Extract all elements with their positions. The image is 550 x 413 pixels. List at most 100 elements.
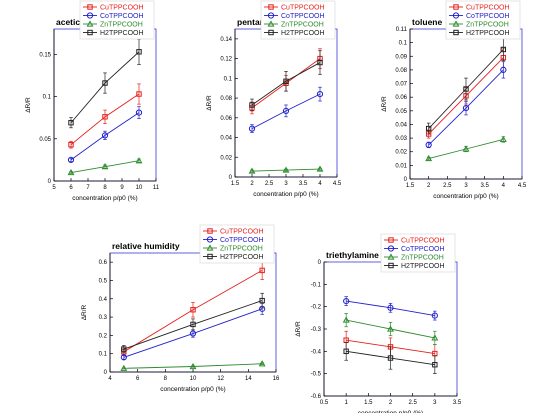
data-point: [248, 167, 256, 174]
data-point: [387, 355, 394, 361]
legend-marker: [453, 29, 459, 36]
x-tick-label: 9: [120, 185, 124, 191]
y-tick-label: 0.04: [220, 136, 232, 142]
x-tick-label: 12: [217, 376, 224, 382]
data-point: [248, 125, 256, 132]
x-tick-label: 2: [250, 181, 254, 187]
y-tick-label: 0.6: [99, 260, 108, 266]
legend-marker: [86, 20, 94, 27]
series-CoTPPCOOH: [343, 296, 438, 321]
x-tick-label: 4: [108, 376, 112, 382]
legend-marker: [452, 12, 460, 19]
legend-label: CoTPPCOOH: [466, 13, 510, 20]
x-tick-label: 6: [136, 376, 140, 382]
legend-marker: [268, 29, 274, 36]
data-point: [102, 80, 108, 86]
legend-label: ZnTPPCOOH: [281, 22, 324, 29]
legend-marker: [453, 4, 459, 10]
data-point: [68, 141, 74, 148]
data-point: [101, 132, 109, 139]
y-tick-label: -0.6: [311, 394, 322, 400]
legend-label: CuTPPCOOH: [220, 229, 264, 236]
y-tick-label: -0.2: [311, 305, 322, 311]
data-point: [102, 114, 108, 120]
series-ZnTPPCOOH: [425, 135, 507, 162]
chart-panel-0: acetic acid 5 6 7 8 9 10 11 0 0.05 0.1 0.15 concentr…: [25, 0, 160, 202]
y-axis-label: ΔR/R: [381, 96, 388, 112]
data-point: [283, 78, 289, 84]
x-axis-label: concentration p/p0 (%): [160, 386, 225, 393]
data-point: [317, 59, 323, 66]
legend-label: ZnTPPCOOH: [401, 255, 444, 262]
x-tick-label: 3: [284, 181, 288, 187]
data-point: [120, 364, 128, 371]
data-point: [258, 360, 266, 367]
series-ZnTPPCOOH: [120, 360, 266, 371]
data-point: [425, 154, 433, 162]
y-tick-label: 0: [48, 179, 52, 185]
data-point: [425, 125, 432, 132]
y-tick-label: 0.02: [220, 155, 232, 161]
chart-title: toluene: [412, 17, 442, 27]
legend-label: H2TPPCOOH: [220, 254, 264, 261]
series-CoTPPCOOH: [425, 61, 507, 149]
y-tick-label: 0.05: [39, 137, 51, 143]
data-point: [500, 46, 507, 53]
chart-title: pentanol: [237, 17, 272, 27]
y-axis-label: ΔR/R: [295, 321, 302, 337]
legend-label: H2TPPCOOH: [100, 30, 144, 37]
x-axis-label: concentration p/p0 (%): [433, 193, 498, 200]
y-tick-label: 0.07: [395, 82, 407, 88]
y-tick-label: 0.08: [395, 68, 407, 74]
y-tick-label: -0.3: [311, 327, 322, 333]
legend-label: H2TPPCOOH: [281, 30, 325, 37]
series-CoTPPCOOH: [67, 106, 143, 163]
legend-marker: [206, 236, 214, 243]
legend-marker: [267, 12, 275, 19]
y-axis-label: ΔR/R: [25, 97, 32, 113]
legend-marker: [206, 244, 214, 251]
legend-label: ZnTPPCOOH: [220, 246, 263, 253]
y-tick-label: 0: [229, 175, 233, 181]
y-tick-label: 0.1: [99, 352, 108, 358]
x-tick-label: 3: [464, 183, 468, 189]
chart-title: relative humidity: [112, 241, 180, 251]
data-point: [189, 330, 197, 337]
y-axis-label: ΔR/R: [81, 304, 88, 320]
data-point: [462, 145, 470, 152]
chart-title: triethylamine: [326, 250, 379, 260]
y-tick-label: 0.1: [224, 76, 233, 82]
legend-label: CoTPPCOOH: [100, 13, 144, 20]
data-point: [387, 325, 394, 332]
y-tick-label: 0.14: [220, 37, 232, 43]
series-CoTPPCOOH: [248, 86, 324, 133]
x-tick-label: 5: [52, 185, 56, 191]
data-point: [120, 354, 127, 361]
x-tick-label: 2: [427, 183, 431, 189]
x-tick-label: 8: [103, 185, 107, 191]
legend-marker: [86, 12, 94, 19]
x-axis-label: concentration p/p0 (%): [358, 410, 423, 413]
legend-label: CoTPPCOOH: [220, 237, 264, 244]
y-tick-label: 0: [318, 260, 322, 266]
data-point: [432, 362, 438, 368]
y-tick-label: 0.03: [395, 136, 407, 142]
chart-panel-1: pentanol 1.5 2 2.5 3 3.5 4 4.5 0 0.02 0.04 0.06 0.08…: [206, 0, 342, 198]
data-point: [282, 166, 290, 173]
x-tick-label: 14: [245, 376, 252, 382]
data-point: [190, 307, 196, 313]
chart-panel-3: relative humidity 4 6 8 10 12 14 16 0 0.1 0.2 0.3 0.…: [81, 224, 280, 393]
y-tick-label: 0.04: [395, 122, 407, 128]
data-point: [387, 304, 394, 311]
y-tick-label: 0.12: [220, 57, 232, 63]
x-tick-label: 3.5: [299, 181, 308, 187]
x-tick-label: 7: [86, 185, 90, 191]
legend-marker: [267, 20, 275, 27]
data-point: [431, 312, 438, 319]
data-point: [425, 141, 432, 149]
data-point: [67, 168, 75, 176]
data-point: [343, 297, 350, 305]
legend-label: CoTPPCOOH: [281, 13, 325, 20]
